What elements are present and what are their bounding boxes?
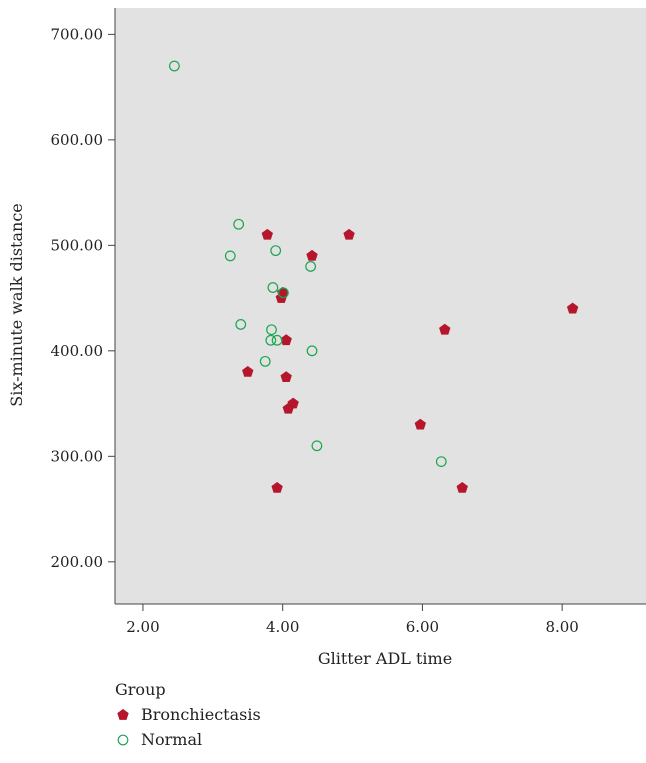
plot-area <box>115 8 646 604</box>
y-tick-label: 200.00 <box>51 553 104 571</box>
point-bronchiectasis <box>271 481 283 493</box>
point-normal <box>435 456 447 467</box>
point-normal <box>259 355 271 367</box>
point-bronchiectasis <box>566 302 579 314</box>
legend-label-normal: Normal <box>141 730 202 749</box>
point-normal <box>277 287 289 299</box>
point-normal <box>311 440 323 452</box>
point-normal <box>305 261 317 272</box>
point-normal <box>235 319 247 330</box>
legend-title: Group <box>115 680 166 699</box>
point-normal <box>265 334 277 346</box>
point-normal <box>306 345 318 357</box>
data-points <box>168 60 579 493</box>
x-tick-label: 2.00 <box>126 618 159 636</box>
y-tick-label: 400.00 <box>51 342 104 360</box>
y-axis-ticks: 200.00 300.00 400.00 500.00 600.00 700.00 <box>51 25 115 571</box>
x-tick-label: 4.00 <box>266 618 299 636</box>
point-bronchiectasis <box>414 418 427 430</box>
legend-marker-bronchiectasis <box>117 709 129 720</box>
point-normal <box>267 282 279 293</box>
y-tick-label: 700.00 <box>51 25 104 43</box>
point-bronchiectasis <box>282 402 294 414</box>
y-axis-title: Six-minute walk distance <box>7 203 26 407</box>
legend: Group Bronchiectasis Normal <box>115 680 261 749</box>
point-bronchiectasis <box>280 371 292 383</box>
point-normal <box>266 324 277 336</box>
point-bronchiectasis <box>456 481 468 493</box>
point-bronchiectasis <box>242 365 254 377</box>
y-tick-label: 300.00 <box>51 447 104 465</box>
legend-label-bronchiectasis: Bronchiectasis <box>141 705 261 724</box>
point-bronchiectasis <box>439 323 451 335</box>
point-normal <box>224 250 236 262</box>
x-axis-title: Glitter ADL time <box>318 649 452 668</box>
point-bronchiectasis <box>306 249 318 261</box>
x-tick-label: 8.00 <box>545 618 578 636</box>
point-normal <box>271 334 283 346</box>
point-normal <box>233 218 245 230</box>
point-normal <box>270 245 282 257</box>
point-bronchiectasis <box>343 228 355 240</box>
x-axis-ticks: 2.00 4.00 6.00 8.00 <box>126 604 579 636</box>
point-normal <box>168 60 180 72</box>
x-tick-label: 6.00 <box>406 618 439 636</box>
legend-marker-normal <box>117 734 129 746</box>
y-tick-label: 600.00 <box>51 131 104 149</box>
y-tick-label: 500.00 <box>51 236 104 254</box>
point-bronchiectasis <box>261 228 273 240</box>
